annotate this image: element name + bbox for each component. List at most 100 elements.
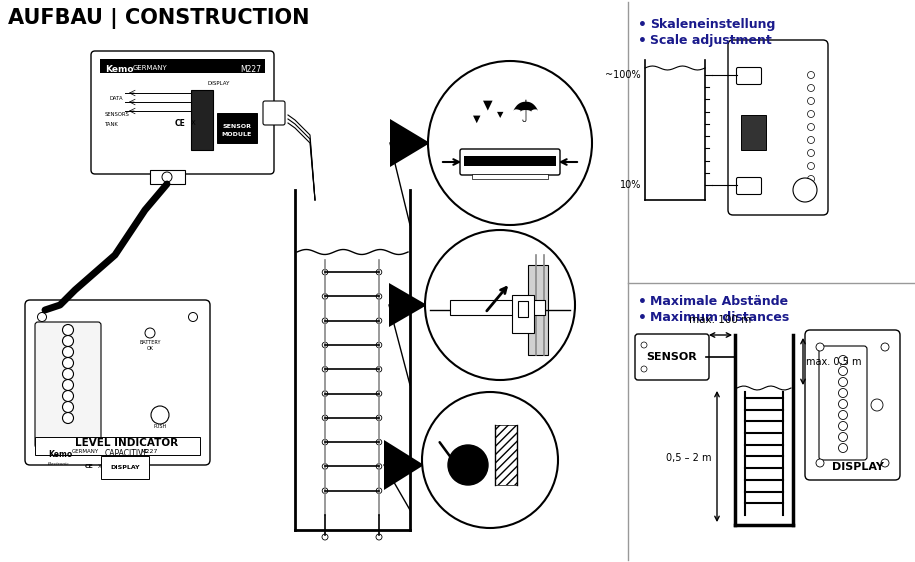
Circle shape: [62, 347, 73, 357]
Circle shape: [838, 378, 847, 387]
Circle shape: [376, 318, 382, 324]
Circle shape: [62, 324, 73, 336]
Polygon shape: [384, 440, 424, 490]
Circle shape: [151, 406, 169, 424]
Circle shape: [376, 269, 382, 275]
Circle shape: [376, 293, 382, 299]
Polygon shape: [389, 283, 427, 327]
Text: LEVEL INDICATOR: LEVEL INDICATOR: [75, 438, 178, 448]
Text: GERMANY: GERMANY: [72, 449, 99, 454]
Text: TANK: TANK: [105, 123, 119, 128]
Circle shape: [808, 162, 814, 170]
FancyBboxPatch shape: [737, 178, 761, 194]
Circle shape: [322, 293, 328, 299]
Bar: [512, 295, 534, 333]
Bar: [100, 59, 265, 73]
Circle shape: [641, 342, 647, 348]
Circle shape: [881, 343, 889, 351]
FancyBboxPatch shape: [460, 149, 560, 175]
Circle shape: [322, 366, 328, 372]
Text: Maximale Abstände: Maximale Abstände: [650, 295, 788, 308]
Text: max. 100 m: max. 100 m: [689, 315, 751, 325]
Circle shape: [38, 312, 47, 321]
FancyBboxPatch shape: [805, 330, 900, 480]
Text: Scale adjustment: Scale adjustment: [650, 34, 771, 47]
Text: M227: M227: [240, 65, 261, 74]
FancyBboxPatch shape: [91, 51, 274, 174]
Circle shape: [376, 366, 382, 372]
FancyBboxPatch shape: [25, 300, 210, 465]
Text: Maximum distances: Maximum distances: [650, 311, 790, 324]
Circle shape: [808, 137, 814, 143]
Circle shape: [376, 415, 382, 421]
Text: Skaleneinstellung: Skaleneinstellung: [650, 18, 775, 31]
Circle shape: [871, 399, 883, 411]
Circle shape: [62, 401, 73, 413]
Circle shape: [62, 336, 73, 347]
Circle shape: [808, 149, 814, 156]
Bar: [150, 170, 185, 184]
Text: SENSORS: SENSORS: [105, 112, 130, 117]
Circle shape: [145, 328, 155, 338]
Polygon shape: [390, 119, 430, 167]
Bar: [217, 113, 257, 143]
Circle shape: [838, 366, 847, 375]
Text: ▼: ▼: [497, 111, 503, 120]
Circle shape: [808, 175, 814, 183]
FancyBboxPatch shape: [819, 346, 867, 460]
Circle shape: [62, 369, 73, 379]
Text: ☂: ☂: [511, 98, 539, 128]
Text: Ⅹ: Ⅹ: [98, 464, 102, 469]
Circle shape: [376, 488, 382, 493]
Circle shape: [422, 392, 558, 528]
FancyBboxPatch shape: [35, 322, 101, 448]
Circle shape: [376, 342, 382, 348]
Bar: [472, 174, 548, 179]
FancyBboxPatch shape: [737, 67, 761, 84]
Circle shape: [322, 439, 328, 445]
Circle shape: [376, 464, 382, 469]
Circle shape: [816, 459, 824, 467]
Circle shape: [838, 388, 847, 397]
Bar: [741, 115, 766, 150]
Circle shape: [808, 111, 814, 117]
Circle shape: [838, 422, 847, 430]
Text: CAPACITIVE: CAPACITIVE: [105, 450, 149, 459]
Text: Electronic: Electronic: [48, 462, 70, 466]
Circle shape: [838, 433, 847, 442]
Circle shape: [838, 400, 847, 409]
Circle shape: [808, 188, 814, 196]
Circle shape: [808, 97, 814, 105]
Circle shape: [162, 172, 172, 182]
Bar: [495, 425, 517, 485]
Circle shape: [188, 443, 198, 452]
Text: DISPLAY: DISPLAY: [110, 465, 140, 470]
Text: Kemo: Kemo: [105, 65, 134, 74]
Text: ▼: ▼: [483, 98, 493, 111]
Text: Electronic: Electronic: [105, 75, 131, 80]
Circle shape: [376, 534, 382, 540]
Text: SENSOR: SENSOR: [222, 125, 252, 129]
Text: CE: CE: [175, 119, 186, 128]
Text: SENSOR: SENSOR: [647, 352, 697, 362]
Text: M227: M227: [140, 449, 157, 454]
Text: DATA: DATA: [109, 97, 123, 102]
Text: AUFBAU | CONSTRUCTION: AUFBAU | CONSTRUCTION: [8, 8, 309, 29]
Circle shape: [62, 413, 73, 424]
Text: CE: CE: [85, 464, 93, 469]
Text: ▼: ▼: [473, 114, 480, 124]
Text: OK: OK: [146, 347, 154, 351]
Bar: [191, 90, 213, 150]
Text: max. 0,5 m: max. 0,5 m: [806, 357, 862, 367]
Bar: [450, 300, 545, 315]
Circle shape: [322, 464, 328, 469]
Circle shape: [38, 443, 47, 452]
Circle shape: [448, 445, 488, 485]
Circle shape: [641, 366, 647, 372]
Circle shape: [376, 391, 382, 396]
Circle shape: [838, 443, 847, 452]
Circle shape: [322, 415, 328, 421]
FancyBboxPatch shape: [635, 334, 709, 380]
Circle shape: [808, 124, 814, 130]
Text: DISPLAY: DISPLAY: [832, 462, 884, 472]
